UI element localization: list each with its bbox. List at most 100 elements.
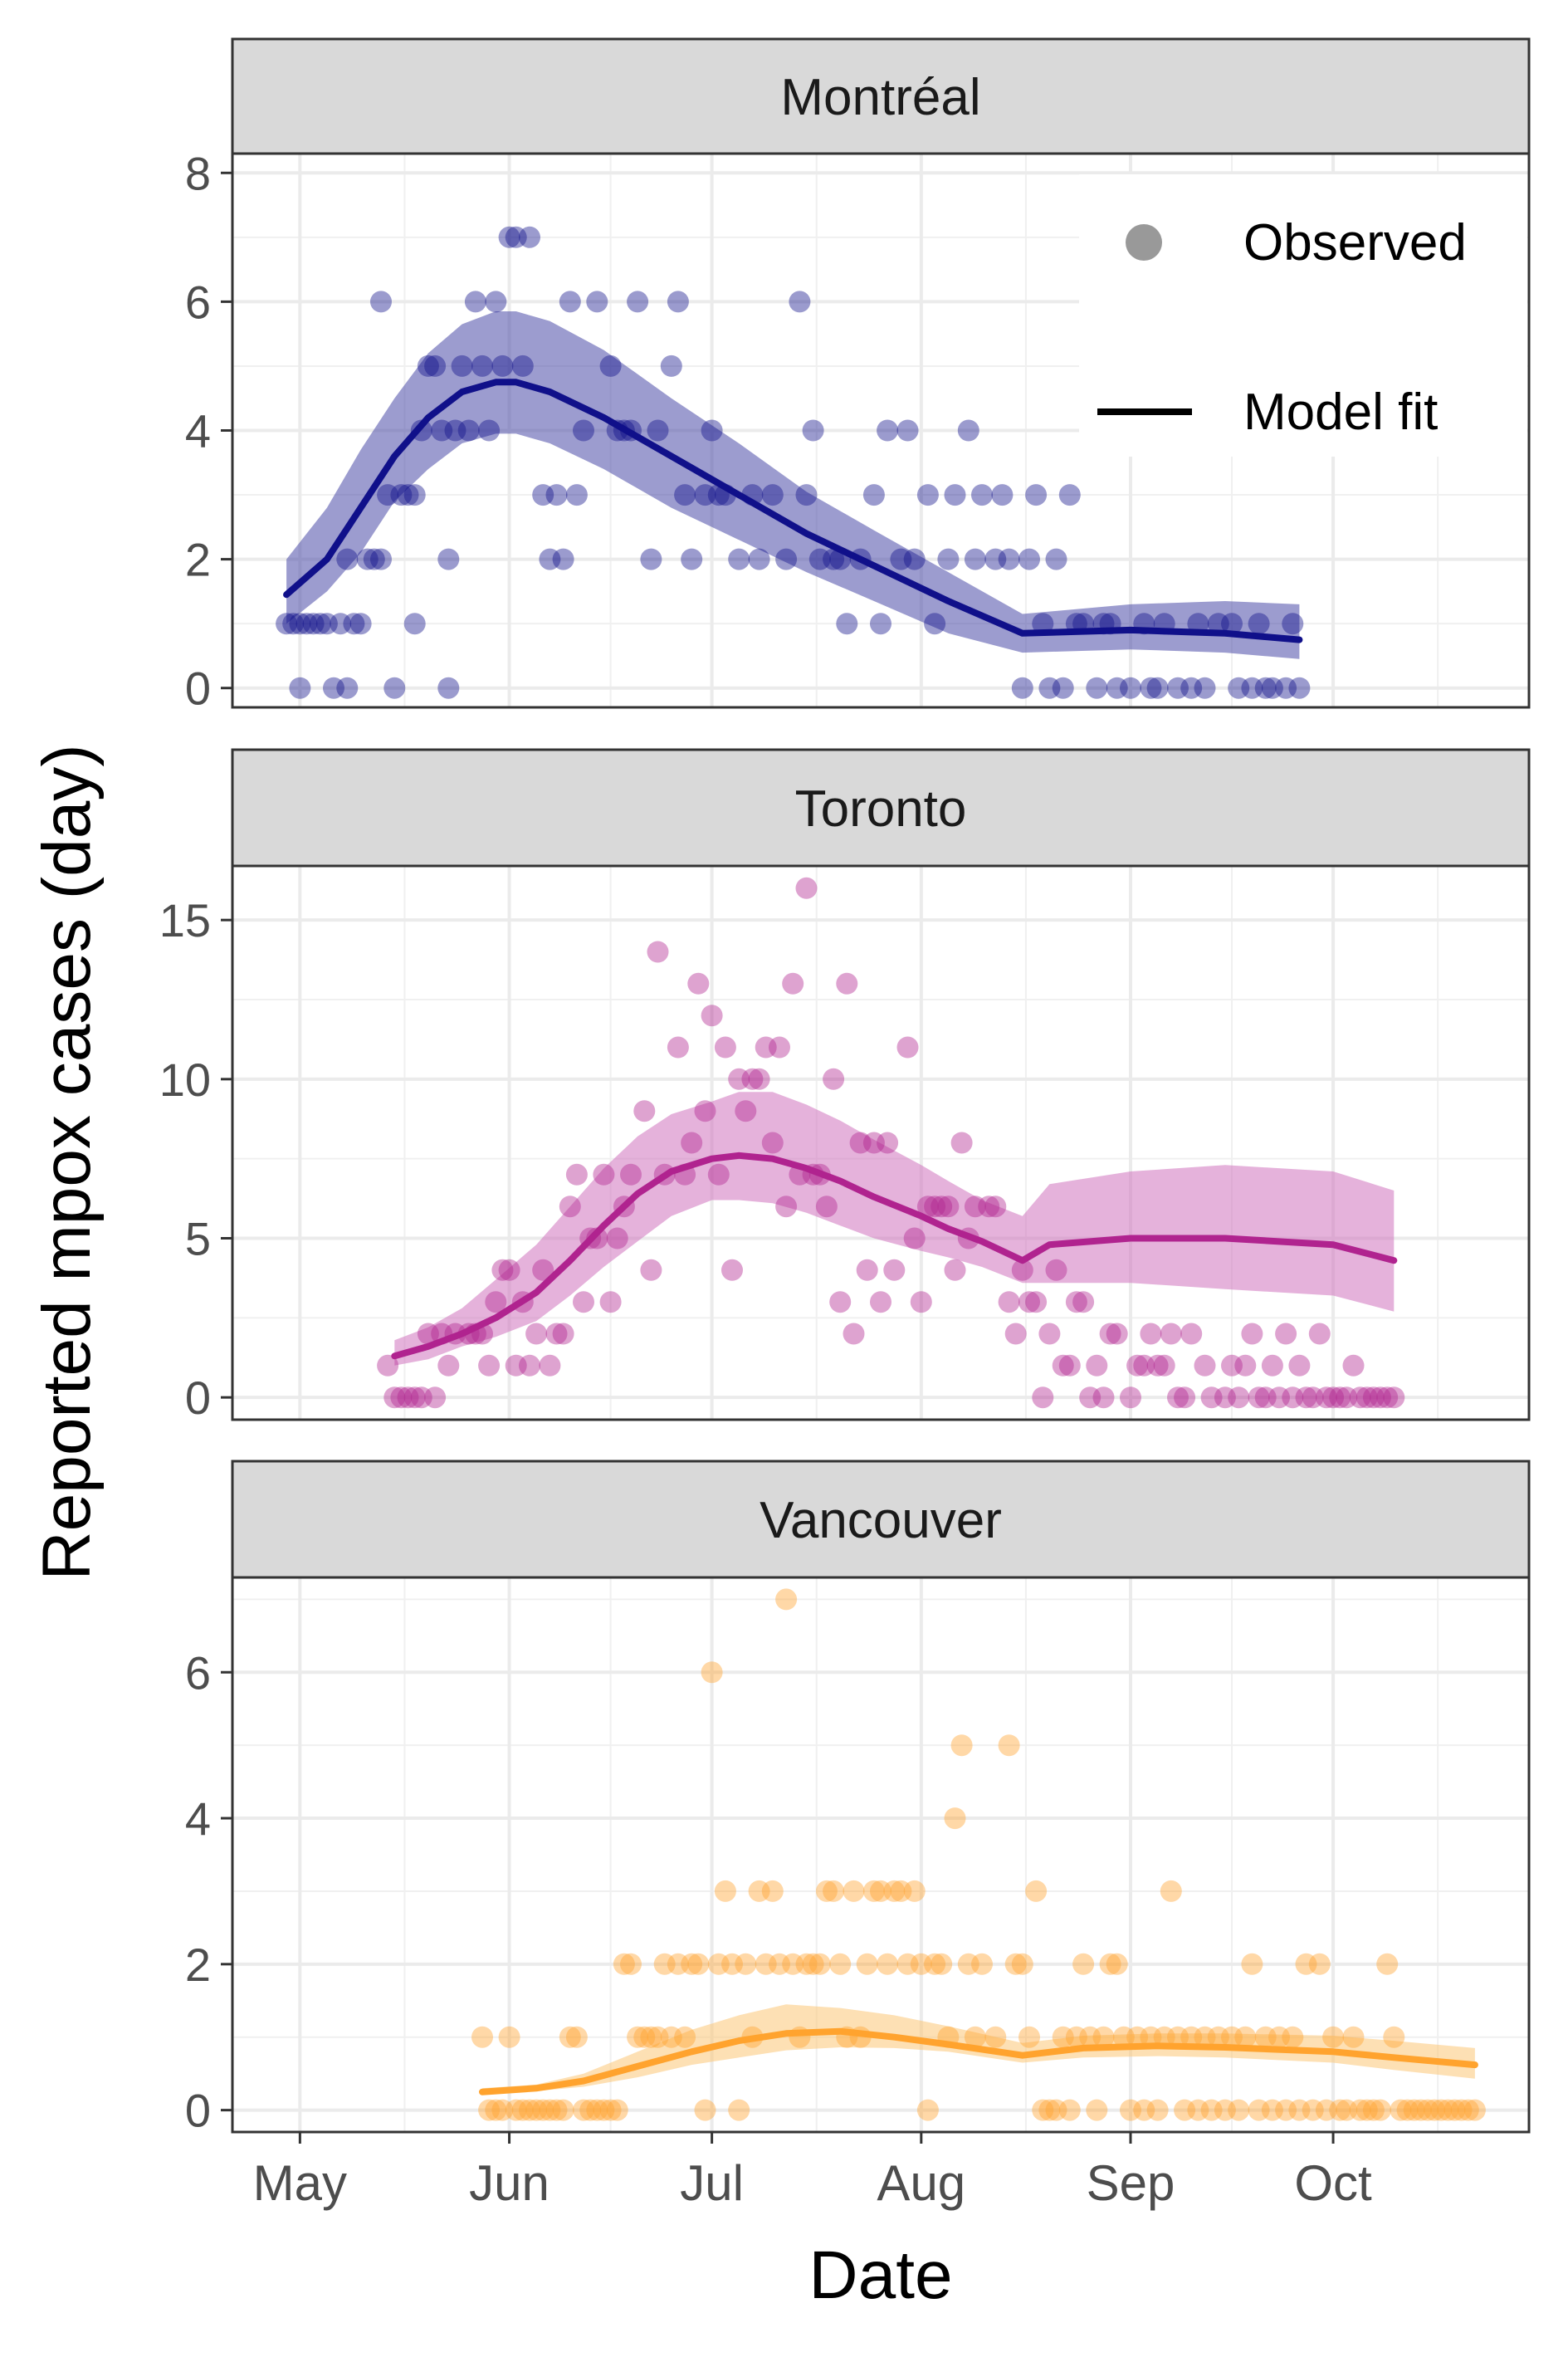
observed-point xyxy=(984,548,1007,570)
observed-point xyxy=(823,1068,845,1090)
observed-point xyxy=(383,1386,406,1409)
gridlines xyxy=(232,866,1529,1420)
observed-point xyxy=(1282,1386,1304,1409)
observed-point xyxy=(437,677,460,699)
observed-point xyxy=(1126,1354,1149,1377)
observed-point xyxy=(485,291,507,313)
y-tick-label: 5 xyxy=(185,1213,211,1265)
observed-point xyxy=(363,548,385,570)
observed-point xyxy=(565,484,588,506)
observed-point xyxy=(957,1953,979,1975)
observed-point xyxy=(1214,2099,1236,2121)
observed-point xyxy=(1234,2026,1257,2048)
panel-3: Vancouver 0 2 4 6 May Jun Jul Aug Sep Oct xyxy=(185,1460,1531,2211)
observed-point xyxy=(1079,2026,1102,2048)
observed-point xyxy=(1288,2099,1311,2121)
observed-point xyxy=(1356,1386,1378,1409)
observed-point xyxy=(1099,1323,1121,1345)
observed-point xyxy=(1140,2026,1162,2048)
observed-point xyxy=(829,1291,852,1313)
observed-point xyxy=(519,226,540,248)
observed-point xyxy=(552,548,574,570)
observed-point xyxy=(437,1354,460,1377)
observed-points xyxy=(377,877,1405,1409)
observed-point xyxy=(370,548,392,570)
observed-point xyxy=(377,1354,399,1377)
observed-point xyxy=(1058,2099,1081,2121)
y-tick-label: 10 xyxy=(159,1054,211,1106)
panel-strip xyxy=(231,1460,1531,1579)
observed-point xyxy=(410,1386,432,1409)
observed-point xyxy=(349,613,372,635)
observed-point xyxy=(808,1953,831,1975)
observed-point xyxy=(599,2099,622,2121)
y-tick-label: 2 xyxy=(185,534,211,586)
observed-point xyxy=(903,1227,926,1249)
observed-point xyxy=(491,355,514,377)
observed-point xyxy=(1322,1386,1345,1409)
observed-point xyxy=(1052,677,1074,699)
observed-point xyxy=(877,1953,899,1975)
observed-point xyxy=(1025,1291,1048,1313)
observed-point xyxy=(1011,1953,1033,1975)
observed-point xyxy=(681,548,703,570)
observed-point xyxy=(390,1386,413,1409)
observed-point xyxy=(282,613,305,635)
observed-point xyxy=(896,1953,919,1975)
observed-point xyxy=(573,1291,594,1313)
observed-point xyxy=(552,2099,574,2121)
panel-border xyxy=(231,864,1531,1421)
observed-point xyxy=(1167,2026,1189,2048)
observed-point xyxy=(755,1036,777,1059)
legend-observed-key xyxy=(1126,224,1162,261)
observed-point xyxy=(978,1196,1000,1218)
observed-point xyxy=(545,1323,568,1345)
observed-point xyxy=(937,1196,960,1218)
observed-point xyxy=(1207,613,1229,635)
observed-point xyxy=(1133,2099,1155,2121)
observed-point xyxy=(795,1953,818,1975)
observed-point xyxy=(937,548,960,570)
observed-point xyxy=(1058,1354,1081,1377)
y-tick-label: 0 xyxy=(185,663,211,715)
observed-point xyxy=(674,484,696,506)
observed-point xyxy=(681,1132,703,1154)
observed-point xyxy=(1342,2026,1365,2048)
observed-point xyxy=(315,613,338,635)
observed-point xyxy=(856,1259,878,1281)
observed-point xyxy=(998,1291,1020,1313)
observed-point xyxy=(471,355,493,377)
panel-strip xyxy=(231,37,1531,155)
observed-point xyxy=(1018,548,1040,570)
observed-point xyxy=(1349,1386,1371,1409)
observed-point xyxy=(1424,2099,1446,2121)
observed-point xyxy=(924,613,946,635)
observed-point xyxy=(403,484,426,506)
observed-point xyxy=(525,2099,548,2121)
observed-point xyxy=(1221,613,1243,635)
observed-point xyxy=(491,1259,514,1281)
model-fit-line xyxy=(479,2027,1478,2095)
observed-point xyxy=(336,548,359,570)
observed-point xyxy=(1146,2099,1169,2121)
observed-point xyxy=(964,2026,986,2048)
observed-point xyxy=(640,1259,662,1281)
observed-point xyxy=(1052,2026,1074,2048)
observed-point xyxy=(1457,2099,1479,2121)
observed-point xyxy=(862,1132,885,1154)
observed-point xyxy=(843,1323,865,1345)
observed-point xyxy=(701,1661,723,1684)
observed-point xyxy=(924,1196,946,1218)
observed-point xyxy=(1167,1386,1189,1409)
x-tick-label: May xyxy=(253,2155,347,2211)
observed-point xyxy=(971,484,993,506)
observed-point xyxy=(532,1259,554,1281)
model-fit-line xyxy=(391,1152,1398,1360)
y-tick-label: 4 xyxy=(185,405,211,457)
observed-point xyxy=(910,1953,932,1975)
legend-model-fit-label: Model fit xyxy=(1243,384,1438,441)
observed-point xyxy=(377,484,399,506)
panel-title: Montréal xyxy=(780,69,980,126)
